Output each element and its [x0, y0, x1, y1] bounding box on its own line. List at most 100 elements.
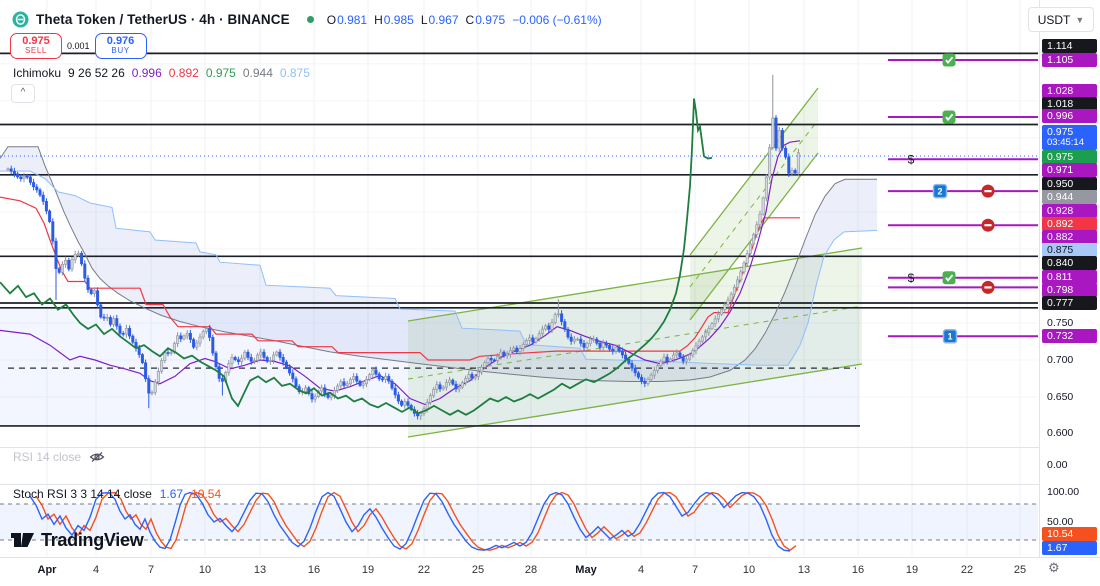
price-label-0.928: 0.928 [1042, 204, 1097, 218]
sell-button[interactable]: 0.975 SELL [10, 33, 62, 59]
tradingview-logo-text: TradingView [41, 529, 144, 550]
ohlc-values: O 0.981 H 0.985 L 0.967 C 0.975 −0.006 (−0.6… [326, 12, 602, 27]
time-label-22: 22 [417, 564, 431, 576]
check-marker[interactable] [942, 53, 956, 67]
stoch-rsi-pane-header[interactable]: Stoch RSI 3 3 14 14 close 1.67 10.54 [13, 487, 221, 501]
price-label-0.777: 0.777 [1042, 296, 1097, 310]
stoch-d-line [35, 491, 797, 552]
buy-button[interactable]: 0.976 BUY [94, 33, 147, 59]
time-label-25: 25 [1013, 564, 1027, 576]
tradingview-logo[interactable]: TradingView [10, 529, 144, 551]
price-label-0.882: 0.882 [1042, 230, 1097, 244]
chikou-line [0, 98, 713, 416]
axis-settings-gear-icon[interactable]: ⚙ [1048, 560, 1060, 575]
time-axis[interactable]: Apr 4 7 10 13 16 19 22 25 28 May 4 7 10 13 16 19 22 25 [0, 557, 1100, 586]
sell-price: 0.975 [22, 35, 50, 47]
candles-layer [6, 74, 800, 421]
price-label-0.700: 0.700 [1047, 354, 1074, 366]
trend-channel-lower [407, 363, 863, 438]
ichimoku-value: 0.975 [205, 66, 236, 80]
price-label-0.732: 0.732 [1042, 329, 1097, 343]
ichimoku-value: 0.892 [168, 66, 199, 80]
dollar-marker[interactable]: $ [908, 152, 915, 166]
noentry-marker[interactable] [981, 184, 995, 198]
chart-canvas[interactable]: $2 $1 [0, 0, 1100, 557]
time-label-4: 4 [92, 564, 100, 576]
time-label-19: 19 [905, 564, 919, 576]
price-label-0.650: 0.650 [1047, 391, 1074, 403]
ichimoku-value: 0.944 [242, 66, 273, 80]
ichimoku-value: 0.875 [279, 66, 310, 80]
ichimoku-legend[interactable]: Ichimoku 9 26 52 26 0.996 0.892 0.975 0.944… [13, 66, 317, 80]
price-label-1.114: 1.114 [1042, 39, 1097, 53]
rsi-title: RSI 14 close [13, 450, 82, 464]
time-label-7: 7 [147, 564, 155, 576]
grid-layer [0, 0, 1038, 556]
stoch-rsi-title: Stoch RSI 3 3 14 14 close [13, 487, 152, 501]
price-label-10.54: 10.54 [1042, 527, 1097, 541]
kijun-line [0, 196, 800, 361]
price-label-50.00: 50.00 [1047, 516, 1074, 528]
price-label-0.975: 0.975 03:45:14 [1042, 125, 1097, 150]
time-label-16: 16 [307, 564, 321, 576]
price-axis[interactable]: 1.114 1.105 1.028 1.018 0.996 0.975 03:45:14 0.… [1039, 0, 1100, 557]
svg-text:1: 1 [947, 332, 952, 342]
ichimoku-cloud [0, 146, 877, 382]
currency-label: USDT [1037, 12, 1071, 27]
noentry-marker[interactable] [981, 280, 995, 294]
price-label-0.996: 0.996 [1042, 109, 1097, 123]
ichimoku-value: 0.996 [131, 66, 162, 80]
collapse-legend-button[interactable]: ^ [11, 84, 35, 103]
pane-separator[interactable] [0, 447, 1039, 448]
time-label-10: 10 [198, 564, 212, 576]
time-label-19: 19 [361, 564, 375, 576]
price-label-0.875: 0.875 [1042, 243, 1097, 257]
svg-text:$: $ [908, 271, 915, 285]
noentry-marker[interactable] [981, 218, 995, 232]
time-label-Apr: Apr [37, 564, 57, 576]
svg-text:2: 2 [937, 187, 942, 197]
change-value: −0.006 (−0.61%) [512, 12, 602, 27]
high-value: 0.985 [383, 12, 414, 27]
dollar-marker[interactable]: $ [908, 271, 915, 285]
rsi-pane-header[interactable]: RSI 14 close [13, 450, 105, 464]
price-label-0.944: 0.944 [1042, 190, 1097, 204]
price-label-1.028: 1.028 [1042, 84, 1097, 98]
badge-marker[interactable]: 1 [942, 329, 958, 344]
check-marker[interactable] [942, 110, 956, 124]
trade-panel: 0.975 SELL 0.001 0.976 BUY [10, 33, 147, 59]
time-label-May: May [575, 564, 597, 576]
trend-channel-mid [407, 305, 863, 380]
hidden-eye-icon[interactable] [89, 451, 105, 463]
stoch-k-line [29, 491, 791, 552]
price-label-0.975: 0.975 [1042, 150, 1097, 164]
price-label-0.811: 0.811 [1042, 270, 1097, 284]
trend-channel-upper [689, 87, 819, 256]
stoch-k-value: 1.67 [159, 487, 184, 501]
badge-marker[interactable]: 2 [932, 183, 948, 199]
pane-separator[interactable] [0, 484, 1039, 485]
time-label-13: 13 [253, 564, 267, 576]
price-label-0.798: 0.798 [1042, 283, 1097, 297]
low-value: 0.967 [428, 12, 459, 27]
time-label-16: 16 [851, 564, 865, 576]
currency-selector-button[interactable]: USDT ▼ [1028, 7, 1094, 32]
senkou-b-line [0, 170, 878, 366]
spread-value: 0.001 [62, 40, 95, 52]
time-label-4: 4 [637, 564, 645, 576]
buy-price: 0.976 [106, 35, 135, 47]
indicator-name: Ichimoku [13, 66, 62, 80]
check-marker[interactable] [942, 271, 956, 285]
time-label-13: 13 [797, 564, 811, 576]
svg-text:$: $ [908, 152, 915, 166]
price-label-0.971: 0.971 [1042, 163, 1097, 177]
senkou-a-line [0, 146, 877, 382]
price-label-100.00: 100.00 [1047, 486, 1080, 498]
time-label-28: 28 [524, 564, 538, 576]
symbol-title[interactable]: Theta Token / TetherUS · 4h · BINANCE [36, 12, 290, 27]
chevron-down-icon: ▼ [1075, 14, 1085, 25]
tradingview-mark-icon [11, 533, 34, 547]
price-label-0.892: 0.892 [1042, 217, 1097, 231]
